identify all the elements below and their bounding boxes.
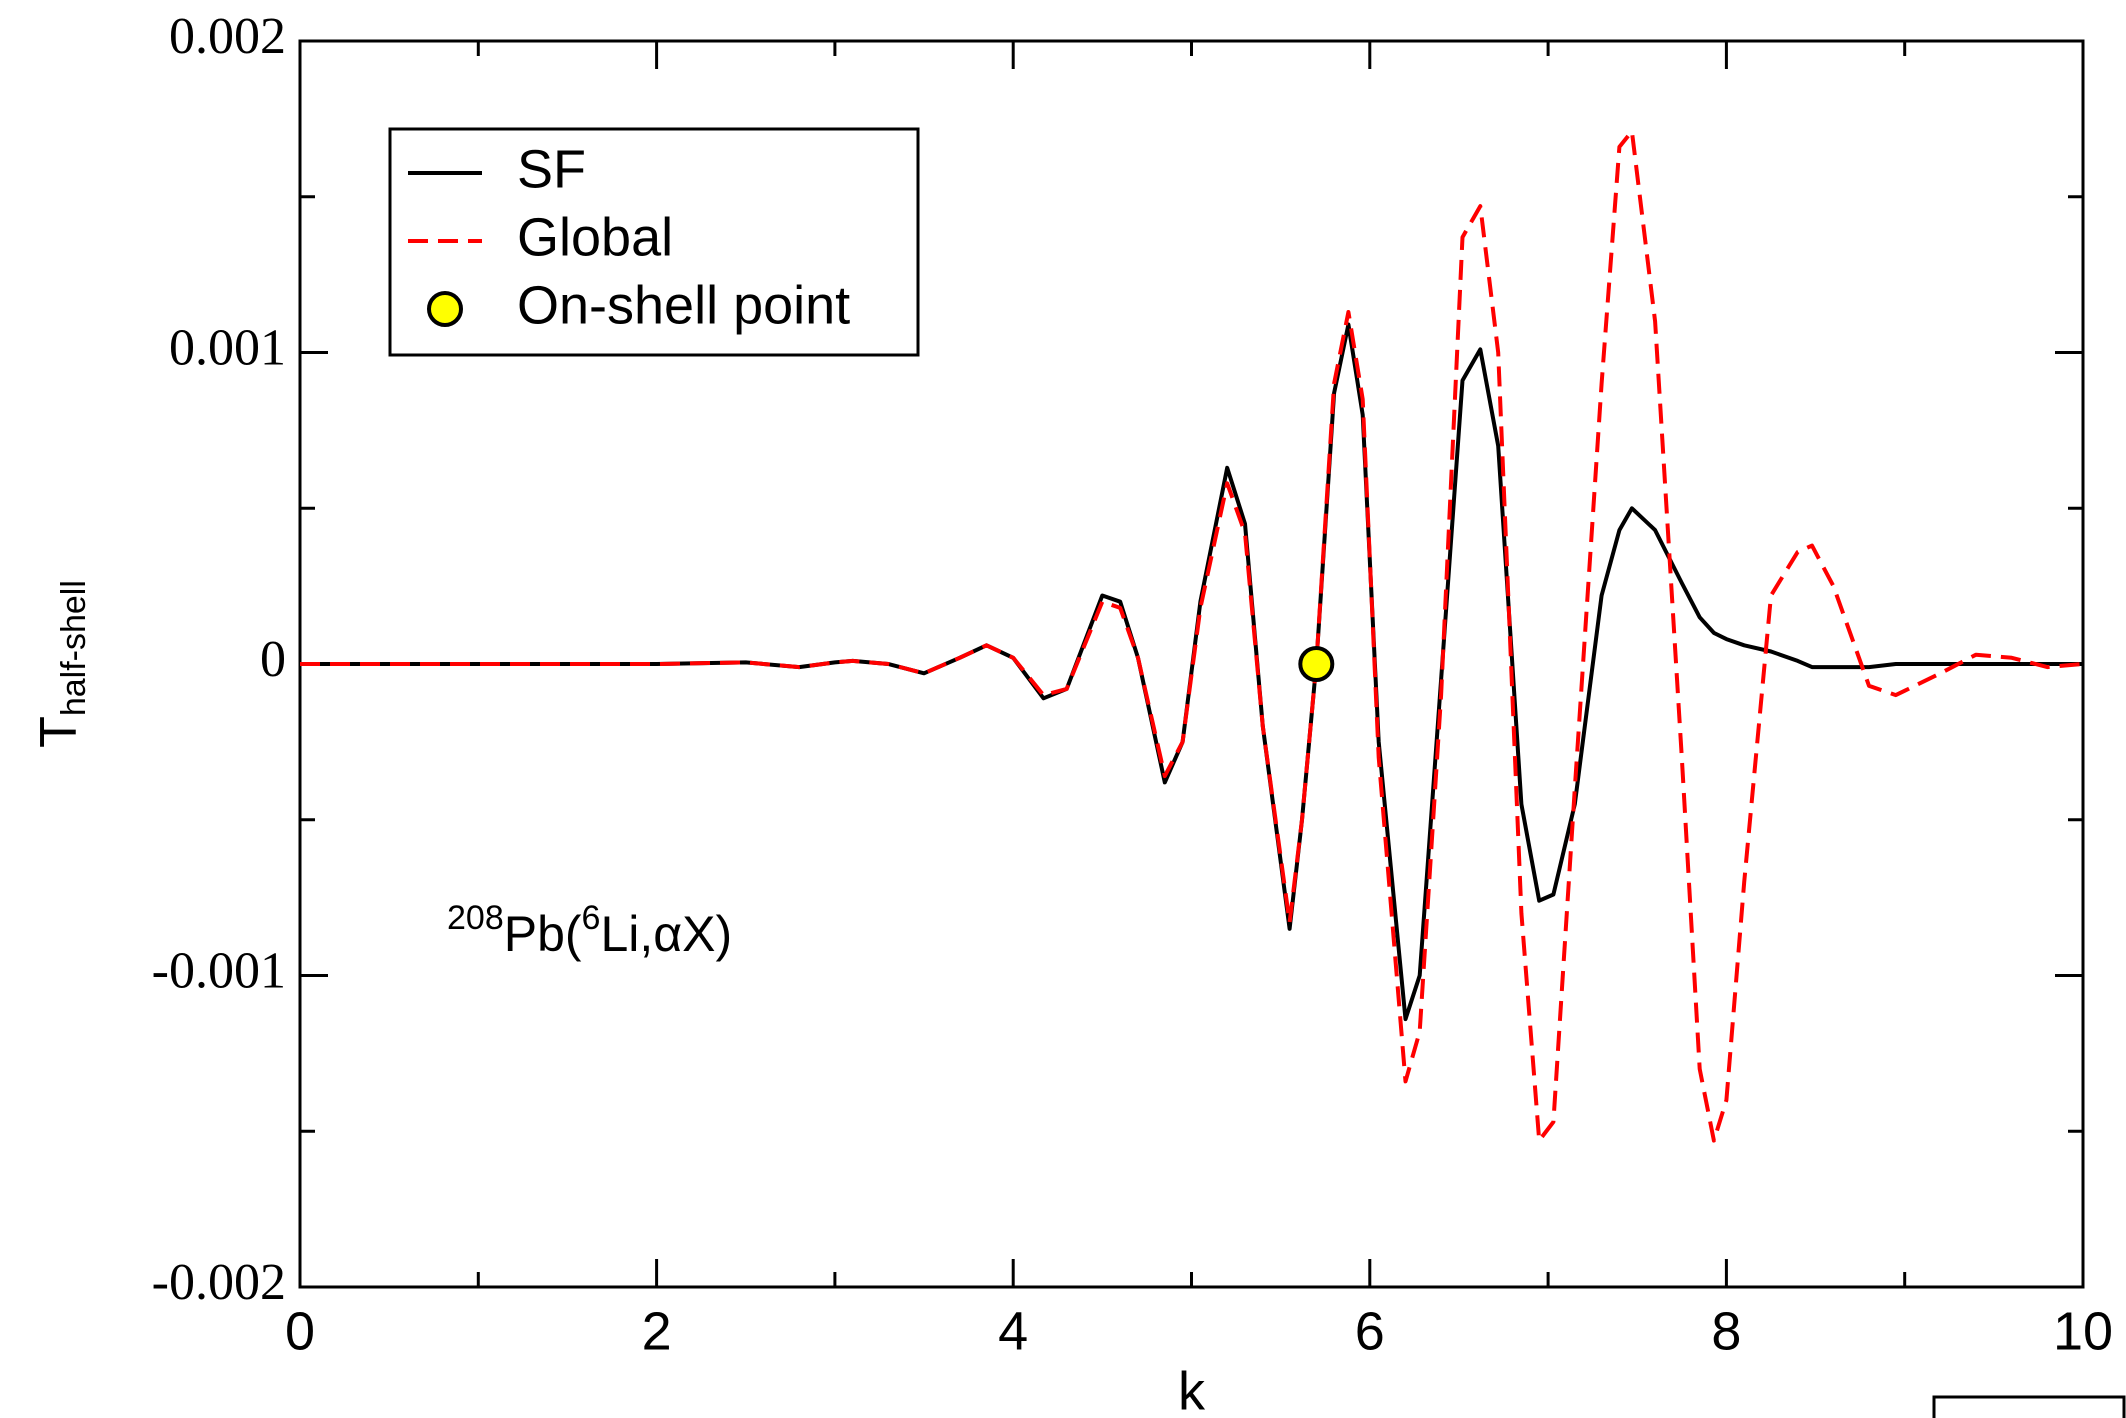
x-tick-label: 0 bbox=[285, 1301, 315, 1361]
annotation-main: Li,αX) bbox=[600, 906, 732, 962]
annotation-sup: 6 bbox=[582, 899, 601, 937]
legend-marker bbox=[427, 291, 463, 327]
y-tick-label: 0.001 bbox=[169, 319, 286, 376]
legend-label: On-shell point bbox=[517, 275, 850, 335]
y-axis-label-sub: half-shell bbox=[55, 580, 93, 716]
x-axis-label: k bbox=[1178, 1361, 1206, 1418]
crop-artifact bbox=[1932, 1395, 2126, 1418]
annotation-sup: 208 bbox=[447, 899, 504, 937]
y-tick-label: 0 bbox=[260, 631, 286, 688]
x-tick-label: 8 bbox=[1711, 1301, 1741, 1361]
x-tick-label: 2 bbox=[642, 1301, 672, 1361]
y-tick-label: 0.002 bbox=[169, 8, 286, 65]
series-line bbox=[300, 129, 2083, 1143]
legend-label: Global bbox=[517, 207, 673, 267]
x-tick-label: 10 bbox=[2053, 1301, 2113, 1361]
x-tick-label: 6 bbox=[1355, 1301, 1385, 1361]
y-tick-label: -0.002 bbox=[152, 1254, 286, 1311]
annotation: 208Pb(6Li,αX) bbox=[447, 899, 732, 962]
y-tick-label: -0.001 bbox=[152, 942, 286, 999]
y-axis-label-main: T bbox=[30, 716, 88, 748]
x-tick-label: 4 bbox=[998, 1301, 1028, 1361]
on-shell-point bbox=[1298, 646, 1335, 682]
y-axis-label: Thalf-shell bbox=[30, 580, 93, 748]
legend-label: SF bbox=[517, 139, 586, 199]
annotation-main: Pb( bbox=[504, 906, 582, 962]
